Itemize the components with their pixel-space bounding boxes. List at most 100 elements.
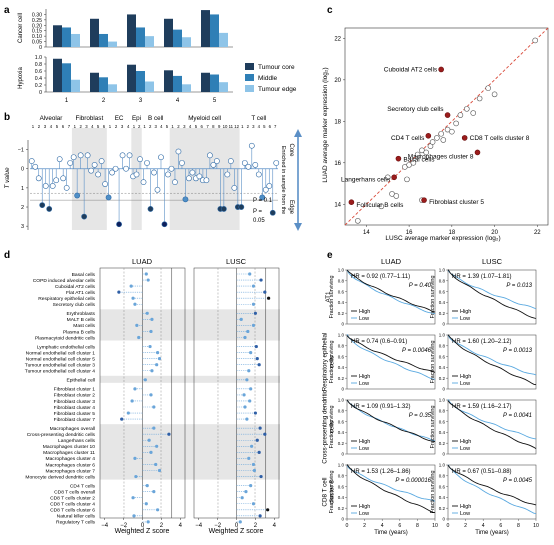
panel-b-label: b — [4, 112, 10, 123]
km-row-label: cluster 8 — [329, 480, 336, 504]
lollipop-head — [102, 181, 108, 187]
dot-point — [243, 335, 247, 340]
row-label: MALT B cells — [67, 317, 96, 323]
panel-e-col1: LUAD — [381, 257, 402, 266]
x-tick-label: −4 — [195, 523, 203, 529]
dot-point — [150, 369, 154, 373]
scatter-point — [378, 203, 385, 210]
bar-tumour-core — [127, 14, 136, 47]
panel-e-col2: LUSC — [482, 257, 503, 266]
dot-point — [244, 490, 248, 494]
panel-b-p1: P = 0.1 — [253, 198, 273, 204]
hazard-ratio: HR = 1.09 (0.91–1.32) — [351, 404, 411, 410]
panel-b-right-label: Enriched in sample from the — [280, 146, 286, 214]
highlighted-point — [438, 66, 444, 73]
panel-d-xlabel-lusc: Weighted Z score — [209, 528, 264, 535]
km-curve-low — [346, 465, 436, 502]
cluster-number: 5 — [166, 124, 169, 129]
dot-point — [251, 462, 256, 467]
cluster-number: 6 — [103, 124, 106, 129]
lollipop-head — [227, 158, 234, 164]
scatter-point — [470, 110, 477, 116]
row-label: Normal endothelial cell cluster 5 — [26, 356, 96, 362]
dot-point — [152, 426, 156, 430]
cluster-number: 4 — [127, 124, 130, 129]
row-label: Epithelial cell — [66, 378, 95, 384]
legend-middle-label: Middle — [258, 75, 278, 82]
x-tick-label: 4 — [176, 98, 180, 104]
y-axis-label: Fraction surviving — [430, 470, 436, 513]
y-axis-label: Fraction surviving — [329, 340, 335, 383]
row-label: Macrophages cluster 6 — [46, 462, 96, 468]
y-tick-label: 1 — [21, 186, 24, 192]
lollipop-head — [35, 175, 42, 182]
hazard-ratio: HR = 1.59 (1.16–2.17) — [452, 404, 512, 410]
y-tick-label: 1.0 — [338, 463, 345, 468]
dot-point — [149, 393, 153, 397]
panel-b-lollipops — [28, 142, 280, 228]
km-curve-high — [346, 464, 436, 513]
y-tick-label: 0.8 — [439, 344, 446, 349]
legend-low-label: Low — [460, 381, 470, 387]
row-label: Tumour endothelial cell cluster 3 — [25, 363, 96, 369]
lollipop-head — [206, 152, 213, 159]
panel-c-annotations: Cuboidal AT2 cells Secretory club cells CD… — [341, 66, 530, 209]
x-axis-label: Time (years) — [475, 530, 508, 536]
dot-point — [258, 426, 262, 430]
y-tick-label: 1.0 — [35, 55, 42, 61]
dot-point — [144, 502, 148, 506]
row-label: Macrophages cluster 10 — [43, 444, 95, 450]
km-frame — [346, 399, 436, 455]
lollipop-head — [213, 158, 220, 164]
group-label: B cell — [148, 115, 163, 122]
dot-point — [254, 344, 258, 349]
dot-point — [145, 311, 149, 315]
plot-frame — [344, 27, 549, 226]
lollipop-head — [266, 183, 273, 189]
y-tick-label: 0 — [341, 452, 344, 457]
lollipop-head — [151, 169, 157, 176]
row-label: CD8 T cells overall — [54, 489, 95, 495]
x-tick-label: 18 — [448, 230, 455, 236]
lollipop-head — [241, 160, 248, 166]
row-label: Lymphatic endothelial cells — [37, 344, 96, 350]
cluster-number: 3 — [121, 124, 124, 129]
bar-tumour-core — [127, 64, 136, 92]
dot-point — [120, 417, 124, 421]
x-tick-label: 0 — [141, 523, 145, 529]
x-tick-label: 0 — [346, 523, 349, 529]
row-label: Fibroblast cluster 5 — [54, 411, 96, 417]
legend-core-swatch — [245, 63, 254, 70]
dot-point — [155, 363, 159, 367]
y-tick-label: 0.8 — [338, 409, 345, 414]
lollipop-head — [133, 171, 140, 178]
dot-point — [133, 302, 137, 306]
dot-point — [243, 405, 247, 409]
panel-d-lusc-plot: −4 −2 0 2 4 — [193, 267, 280, 529]
lollipop-head — [165, 171, 171, 178]
cluster-number: 2 — [177, 124, 180, 129]
bar-middle — [62, 63, 71, 92]
lollipop-head — [74, 192, 81, 199]
hazard-ratio: HR = 0.67 (0.51–0.88) — [452, 469, 512, 475]
highlighted-point — [474, 149, 481, 156]
panel-a-hypoxia-bars — [53, 58, 228, 92]
lollipop-head — [123, 165, 129, 172]
lollipop-head — [88, 167, 95, 174]
y-tick-label: 0.15 — [32, 29, 42, 35]
legend-high-label: High — [359, 504, 370, 510]
dot-point — [135, 323, 139, 327]
cluster-number: 5 — [56, 124, 59, 129]
lollipop-head — [203, 177, 210, 184]
x-axis-label: Time (years) — [374, 530, 407, 536]
bar-tumour-core — [90, 18, 99, 47]
lollipop-head — [119, 152, 126, 159]
y-tick-label: 0.8 — [338, 474, 345, 479]
scatter-point — [440, 137, 447, 143]
x-tick-label: 4 — [482, 523, 485, 529]
y-tick-label: 0.2 — [439, 311, 446, 316]
lollipop-head — [210, 161, 217, 168]
dot-point — [137, 335, 141, 340]
lollipop-head — [238, 204, 245, 210]
